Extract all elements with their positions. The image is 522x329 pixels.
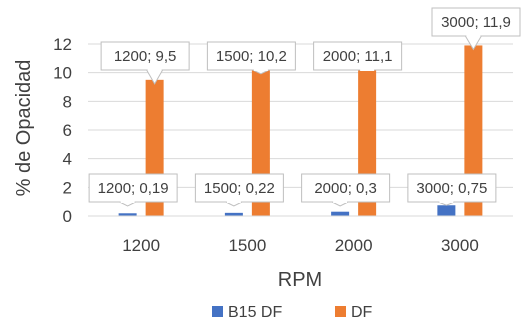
legend-swatch (335, 306, 346, 317)
bar-b15-df (118, 213, 137, 216)
bar-b15-df (224, 212, 243, 216)
bar-df (464, 45, 483, 216)
legend-item: DF (335, 304, 373, 321)
callout-box (313, 41, 403, 71)
x-tick-label: 1200 (122, 236, 160, 255)
data-label: 1500; 10,2 (216, 48, 287, 65)
data-label-callout: 1200; 0,19 (88, 173, 178, 207)
callout-box (431, 7, 521, 37)
data-label-callout: 2000; 11,1 (313, 41, 403, 71)
callout-box (194, 173, 284, 203)
bar-b15-df (437, 205, 456, 216)
bar-b15-df (331, 211, 350, 216)
data-label-callout: 3000; 0,75 (407, 173, 497, 206)
x-tick-label: 1500 (228, 236, 266, 255)
y-tick-label: 0 (63, 207, 72, 226)
y-tick-label: 6 (63, 121, 72, 140)
callout-box (407, 173, 497, 203)
data-label-callout: 2000; 0,3 (301, 173, 391, 207)
data-label: 1500; 0,22 (204, 180, 275, 197)
x-tick-label: 3000 (441, 236, 479, 255)
y-tick-labels: 0 2 4 6 8 10 12 (53, 35, 72, 226)
legend-label: B15 DF (228, 304, 282, 321)
callout-box (301, 173, 391, 203)
data-label: 1200; 0,19 (98, 180, 169, 197)
x-axis-title: RPM (278, 269, 322, 291)
data-label: 2000; 0,3 (314, 180, 377, 197)
data-label-callout: 3000; 11,9 (431, 7, 521, 51)
legend-swatch (212, 306, 223, 317)
callout-box (100, 41, 190, 71)
legend-item: B15 DF (212, 304, 282, 321)
callout-box (206, 41, 296, 71)
data-label-callout: 1200; 9,5 (100, 41, 190, 85)
data-label: 3000; 11,9 (441, 14, 511, 31)
legend: B15 DF DF (212, 304, 373, 321)
x-tick-labels: 1200 1500 2000 3000 (122, 236, 479, 255)
data-label: 2000; 11,1 (323, 48, 393, 65)
data-label-callouts: 1200; 0,19 1500; 0,22 2000; 0,3 3000; 0,75 1… (88, 7, 521, 207)
y-tick-label: 10 (53, 64, 72, 83)
x-tick-label: 2000 (335, 236, 373, 255)
legend-label: DF (351, 304, 373, 321)
data-label: 1200; 9,5 (114, 48, 177, 65)
y-tick-label: 2 (63, 178, 72, 197)
data-label-callout: 1500; 0,22 (194, 173, 284, 207)
y-tick-label: 4 (63, 150, 72, 169)
data-label-callout: 1500; 10,2 (206, 41, 296, 75)
y-tick-label: 8 (63, 92, 72, 111)
y-tick-label: 12 (53, 35, 72, 54)
y-axis-title: % de Opacidad (13, 60, 35, 197)
data-label: 3000; 0,75 (416, 180, 487, 197)
